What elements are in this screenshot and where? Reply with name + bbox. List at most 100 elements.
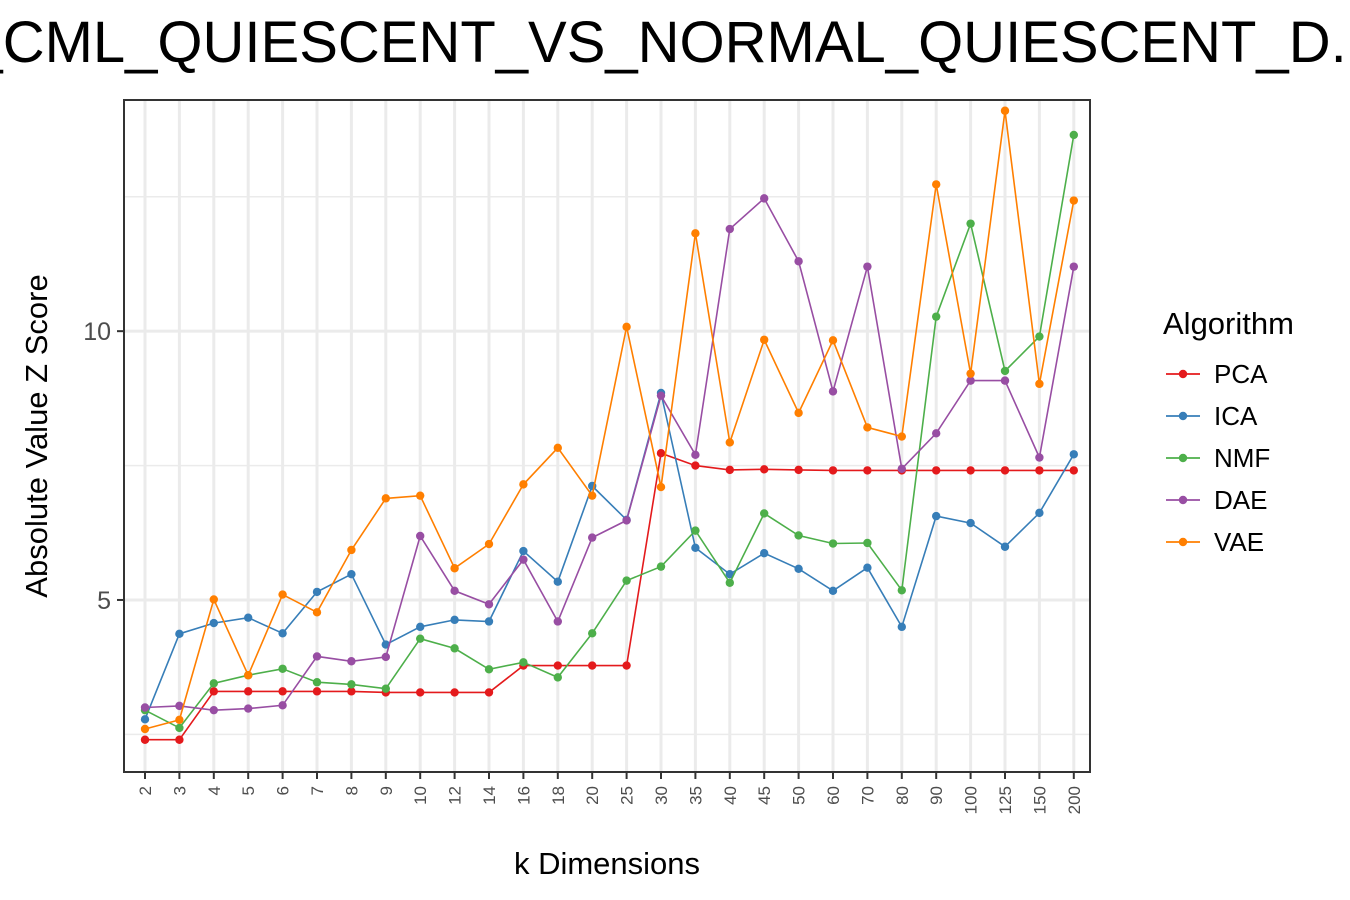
- data-point-ica: [312, 587, 322, 597]
- data-point-vae: [1035, 379, 1044, 389]
- data-point-nmf: [725, 578, 734, 587]
- legend-key-point-vae: [1178, 537, 1188, 547]
- x-tick-label: 70: [858, 786, 877, 805]
- x-tick-label: 125: [996, 786, 1015, 814]
- data-point-pca: [244, 687, 253, 696]
- data-point-ica: [553, 577, 562, 586]
- legend-key-point-dae: [1178, 495, 1188, 505]
- x-tick-label: 6: [274, 786, 293, 795]
- x-tick-label: 90: [927, 786, 946, 805]
- data-point-vae: [656, 482, 666, 492]
- y-tick-label: 10: [83, 318, 111, 346]
- data-point-ica: [450, 615, 459, 625]
- data-point-vae: [1069, 196, 1079, 205]
- data-point-nmf: [863, 538, 872, 548]
- data-point-ica: [863, 563, 872, 572]
- data-point-pca: [691, 461, 700, 470]
- data-point-nmf: [966, 219, 975, 228]
- x-tick-label: 45: [755, 786, 774, 805]
- x-tick-label: 60: [824, 786, 843, 805]
- data-point-ica: [760, 548, 769, 558]
- data-point-ica: [1069, 450, 1079, 459]
- legend-label-vae: VAE: [1214, 527, 1264, 557]
- data-point-pca: [932, 466, 941, 475]
- legend-label-dae: DAE: [1214, 485, 1267, 515]
- data-point-pca: [828, 466, 838, 475]
- data-point-vae: [347, 545, 356, 555]
- x-tick-label: 3: [170, 786, 189, 795]
- data-point-dae: [863, 262, 872, 271]
- x-tick-label: 2: [136, 786, 155, 795]
- data-point-vae: [175, 715, 184, 725]
- data-point-nmf: [828, 539, 838, 548]
- chart-title: ...AM_CML_QUIESCENT_VS_NORMAL_QUIESCENT_…: [0, 10, 1350, 75]
- x-tick-label: 200: [1065, 786, 1084, 814]
- data-point-ica: [519, 546, 528, 556]
- data-point-dae: [175, 701, 184, 711]
- data-point-pca: [450, 688, 459, 697]
- data-point-vae: [1000, 106, 1010, 115]
- data-point-pca: [347, 687, 356, 696]
- x-tick-label: 40: [721, 786, 740, 805]
- data-point-vae: [244, 671, 253, 680]
- data-point-nmf: [175, 723, 184, 733]
- data-point-vae: [519, 480, 528, 489]
- series-line-nmf: [144, 134, 1075, 729]
- x-tick-label: 80: [893, 786, 912, 805]
- data-point-nmf: [209, 679, 218, 688]
- data-point-vae: [416, 491, 425, 500]
- data-point-ica: [1035, 508, 1044, 518]
- data-point-dae: [347, 657, 356, 666]
- data-point-vae: [828, 336, 838, 345]
- data-point-nmf: [519, 658, 528, 667]
- data-point-dae: [760, 194, 769, 203]
- x-tick-label: 25: [618, 786, 637, 805]
- x-tick-label: 18: [549, 786, 568, 805]
- data-point-dae: [278, 701, 287, 710]
- data-point-ica: [897, 622, 906, 632]
- series-line-pca: [145, 452, 1074, 741]
- data-point-pca: [484, 688, 494, 697]
- data-point-nmf: [278, 664, 287, 673]
- data-point-nmf: [1069, 130, 1079, 140]
- x-axis-title: k Dimensions: [514, 846, 700, 881]
- data-point-dae: [794, 257, 803, 266]
- data-point-nmf: [656, 562, 666, 571]
- legend-label-ica: ICA: [1214, 401, 1258, 431]
- data-point-vae: [932, 180, 941, 189]
- x-tick-label: 16: [514, 786, 533, 805]
- data-point-pca: [140, 735, 150, 744]
- data-point-vae: [760, 335, 769, 344]
- data-point-pca: [553, 661, 562, 670]
- data-point-ica: [416, 622, 425, 632]
- data-point-dae: [656, 391, 666, 400]
- data-point-vae: [312, 608, 322, 617]
- data-point-nmf: [553, 673, 562, 682]
- legend-key-point-nmf: [1178, 453, 1188, 463]
- data-point-dae: [1035, 453, 1044, 462]
- data-point-pca: [175, 735, 184, 744]
- data-point-dae: [725, 224, 734, 234]
- data-point-pca: [794, 465, 803, 475]
- x-tick-label: 100: [962, 786, 981, 814]
- data-point-ica: [209, 618, 218, 628]
- data-point-dae: [1000, 376, 1010, 385]
- data-point-vae: [794, 408, 803, 418]
- data-point-nmf: [484, 665, 494, 674]
- data-point-ica: [1000, 542, 1010, 551]
- data-point-nmf: [347, 680, 356, 689]
- legend-key-point-ica: [1178, 411, 1188, 421]
- panel-border: [123, 99, 1091, 773]
- data-point-vae: [588, 491, 597, 500]
- data-point-dae: [553, 617, 562, 626]
- data-point-nmf: [897, 586, 906, 595]
- data-point-dae: [244, 704, 253, 713]
- data-point-vae: [140, 724, 150, 734]
- data-point-vae: [381, 494, 390, 503]
- series-line-vae: [144, 110, 1075, 730]
- data-point-nmf: [1000, 366, 1010, 376]
- data-point-ica: [932, 511, 941, 521]
- data-point-dae: [932, 429, 941, 438]
- legend-label-nmf: NMF: [1214, 443, 1270, 473]
